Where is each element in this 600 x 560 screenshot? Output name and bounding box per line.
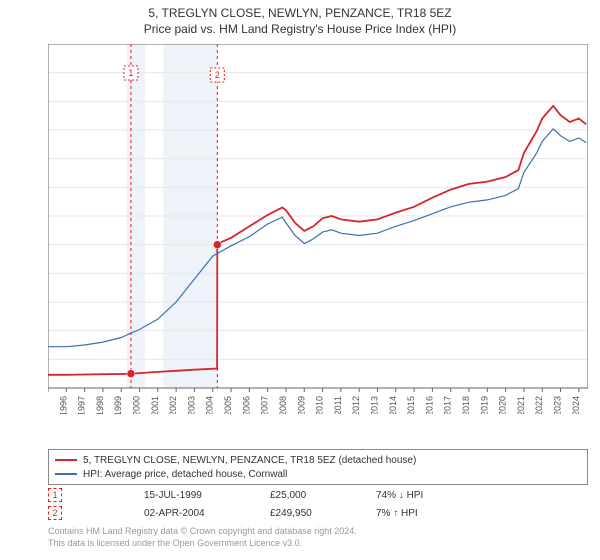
svg-text:2021: 2021 xyxy=(516,396,526,414)
svg-text:2: 2 xyxy=(215,70,220,80)
svg-text:2019: 2019 xyxy=(479,396,489,414)
svg-text:2020: 2020 xyxy=(498,396,508,414)
svg-text:2022: 2022 xyxy=(534,396,544,414)
svg-text:2018: 2018 xyxy=(461,396,471,414)
svg-text:2004: 2004 xyxy=(205,396,215,414)
footer-attribution: Contains HM Land Registry data © Crown c… xyxy=(48,526,357,549)
svg-text:2013: 2013 xyxy=(369,396,379,414)
svg-text:1: 1 xyxy=(128,68,133,78)
svg-text:2000: 2000 xyxy=(132,396,142,414)
svg-text:2002: 2002 xyxy=(168,396,178,414)
event-price: £249,950 xyxy=(270,508,340,519)
footer-line-1: Contains HM Land Registry data © Crown c… xyxy=(48,526,357,538)
svg-text:2015: 2015 xyxy=(406,396,416,414)
event-price: £25,000 xyxy=(270,490,340,501)
event-row: 2 02-APR-2004 £249,950 7% ↑ HPI xyxy=(48,504,423,522)
chart-title-block: 5, TREGLYN CLOSE, NEWLYN, PENZANCE, TR18… xyxy=(0,0,600,36)
svg-text:2017: 2017 xyxy=(443,396,453,414)
legend-swatch xyxy=(55,473,77,475)
svg-text:1997: 1997 xyxy=(77,396,87,414)
svg-text:2006: 2006 xyxy=(241,396,251,414)
legend-label: HPI: Average price, detached house, Corn… xyxy=(83,469,287,480)
legend-swatch xyxy=(55,459,77,461)
footer-line-2: This data is licensed under the Open Gov… xyxy=(48,538,357,550)
svg-text:2008: 2008 xyxy=(278,396,288,414)
title-line-1: 5, TREGLYN CLOSE, NEWLYN, PENZANCE, TR18… xyxy=(0,6,600,20)
svg-text:2016: 2016 xyxy=(424,396,434,414)
svg-text:2024: 2024 xyxy=(571,396,581,414)
event-badge: 2 xyxy=(48,506,62,520)
svg-text:2005: 2005 xyxy=(223,396,233,414)
svg-text:1995: 1995 xyxy=(48,396,50,414)
svg-text:2007: 2007 xyxy=(260,396,270,414)
event-date: 15-JUL-1999 xyxy=(144,490,234,501)
svg-text:1998: 1998 xyxy=(95,396,105,414)
event-row: 1 15-JUL-1999 £25,000 74% ↓ HPI xyxy=(48,486,423,504)
svg-text:2011: 2011 xyxy=(333,396,343,414)
svg-text:2023: 2023 xyxy=(553,396,563,414)
event-delta: 74% ↓ HPI xyxy=(376,490,423,501)
svg-text:1996: 1996 xyxy=(58,396,68,414)
svg-text:2001: 2001 xyxy=(150,396,160,414)
legend-item: HPI: Average price, detached house, Corn… xyxy=(55,467,581,481)
events-table: 1 15-JUL-1999 £25,000 74% ↓ HPI 2 02-APR… xyxy=(48,486,423,522)
svg-text:2014: 2014 xyxy=(388,396,398,414)
event-delta: 7% ↑ HPI xyxy=(376,508,418,519)
svg-text:2012: 2012 xyxy=(351,396,361,414)
svg-text:1999: 1999 xyxy=(113,396,123,414)
svg-text:2010: 2010 xyxy=(315,396,325,414)
event-date: 02-APR-2004 xyxy=(144,508,234,519)
title-line-2: Price paid vs. HM Land Registry's House … xyxy=(0,22,600,36)
price-chart: £0£50K£100K£150K£200K£250K£300K£350K£400… xyxy=(48,44,588,414)
svg-text:2009: 2009 xyxy=(296,396,306,414)
legend-label: 5, TREGLYN CLOSE, NEWLYN, PENZANCE, TR18… xyxy=(83,455,416,466)
legend: 5, TREGLYN CLOSE, NEWLYN, PENZANCE, TR18… xyxy=(48,449,588,485)
svg-text:2003: 2003 xyxy=(186,396,196,414)
event-badge: 1 xyxy=(48,488,62,502)
legend-item: 5, TREGLYN CLOSE, NEWLYN, PENZANCE, TR18… xyxy=(55,453,581,467)
